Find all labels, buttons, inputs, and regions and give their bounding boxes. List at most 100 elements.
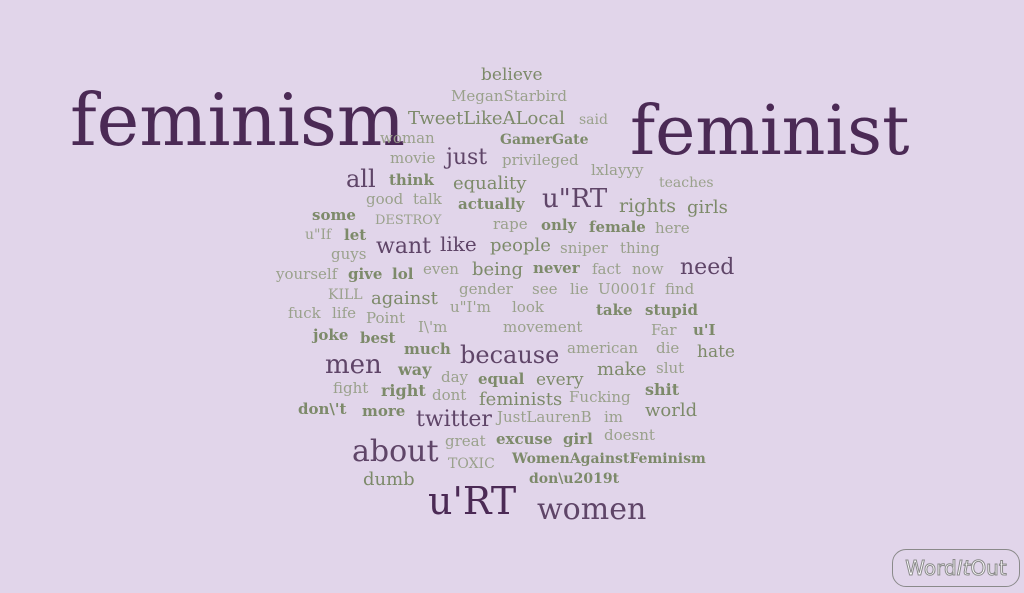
word-toxic: TOXIC xyxy=(448,456,495,472)
word-hate: hate xyxy=(697,342,735,362)
word-all: all xyxy=(346,165,376,193)
word-day: day xyxy=(441,368,469,386)
word-right: right xyxy=(381,381,426,400)
word-im: im xyxy=(604,408,624,426)
word-lol: lol xyxy=(392,265,414,283)
word-want: want xyxy=(376,234,431,259)
word-woman: woman xyxy=(380,129,435,147)
word-being: being xyxy=(472,259,524,280)
word-take: take xyxy=(596,301,633,319)
word-fucking: Fucking xyxy=(569,388,631,406)
word-lxlayyy: lxlayyy xyxy=(591,161,644,179)
word-urt-big: u'RT xyxy=(428,479,517,523)
word-dont: dont xyxy=(432,386,467,404)
word-ui: u'I xyxy=(693,321,716,339)
word-look: look xyxy=(512,298,544,316)
word-about: about xyxy=(352,434,439,469)
word-men: men xyxy=(325,350,382,380)
word-joke: joke xyxy=(313,326,349,344)
word-womenagainstfeminism: WomenAgainstFeminism xyxy=(512,451,706,467)
word-more: more xyxy=(362,402,406,420)
word-destroy: DESTROY xyxy=(375,213,442,228)
word-justlaurenb: JustLaurenB xyxy=(497,408,592,426)
word-kill: KILL xyxy=(328,287,363,303)
word-even: even xyxy=(423,260,459,278)
wordle-logo: Word It Out xyxy=(892,549,1020,587)
word-lie: lie xyxy=(570,280,589,298)
word-movement: movement xyxy=(503,318,583,336)
word-now: now xyxy=(632,260,664,278)
word-shit: shit xyxy=(645,380,680,399)
word-yourself: yourself xyxy=(276,265,338,283)
word-never: never xyxy=(533,259,580,277)
word-great: great xyxy=(445,432,486,450)
word-im-esc: I\'m xyxy=(418,318,448,336)
word-dont-esc: don\'t xyxy=(298,400,347,418)
word-find: find xyxy=(665,280,695,298)
word-believe: believe xyxy=(481,65,543,85)
word-feminists: feminists xyxy=(479,389,563,410)
word-movie: movie xyxy=(390,149,436,167)
word-feminism: feminism xyxy=(70,78,406,162)
word-don2019t: don\u2019t xyxy=(529,471,620,487)
word-point: Point xyxy=(366,309,406,327)
word-much: much xyxy=(404,340,451,358)
word-stupid: stupid xyxy=(645,301,698,319)
word-doesnt: doesnt xyxy=(604,426,655,444)
word-gender: gender xyxy=(459,280,513,298)
logo-word: Word xyxy=(905,556,957,581)
word-best: best xyxy=(360,329,396,347)
word-urt-quote: u"RT xyxy=(542,184,608,214)
word-girl: girl xyxy=(563,430,593,448)
word-world: world xyxy=(645,400,698,421)
word-see: see xyxy=(532,280,558,298)
word-american: american xyxy=(567,339,639,357)
word-meganstarbird: MeganStarbird xyxy=(451,87,568,105)
word-equality: equality xyxy=(453,173,527,194)
word-excuse: excuse xyxy=(496,430,553,448)
word-sniper: sniper xyxy=(560,239,608,257)
word-uif: u"If xyxy=(305,227,332,243)
word-against: against xyxy=(371,288,438,309)
word-female: female xyxy=(589,218,646,236)
word-life: life xyxy=(332,304,357,322)
word-said: said xyxy=(579,112,608,128)
word-make: make xyxy=(597,359,647,380)
word-equal: equal xyxy=(478,370,525,388)
word-uim: u"I'm xyxy=(450,298,491,316)
word-need: need xyxy=(680,255,735,280)
word-dumb: dumb xyxy=(363,469,415,490)
word-talk: talk xyxy=(413,190,442,208)
word-think: think xyxy=(389,171,434,189)
word-women: women xyxy=(537,492,647,527)
word-feminist: feminist xyxy=(630,92,910,171)
word-gamergate: GamerGate xyxy=(500,132,589,148)
word-fight: fight xyxy=(333,379,369,397)
word-way: way xyxy=(398,360,432,379)
word-twitter: twitter xyxy=(416,407,492,432)
word-actually: actually xyxy=(458,195,525,213)
word-like: like xyxy=(440,232,477,256)
word-people: people xyxy=(490,235,551,256)
word-privileged: privileged xyxy=(502,151,579,169)
word-rights: rights xyxy=(619,195,676,217)
word-u0001f: U0001f xyxy=(598,280,655,298)
word-here: here xyxy=(655,219,690,237)
word-every: every xyxy=(536,370,584,390)
word-fact: fact xyxy=(592,260,621,278)
word-some: some xyxy=(312,206,356,224)
word-give: give xyxy=(348,265,383,283)
logo-it: It xyxy=(956,556,971,581)
word-far: Far xyxy=(651,321,677,339)
logo-out: Out xyxy=(970,556,1007,581)
word-rape: rape xyxy=(493,215,528,233)
word-die: die xyxy=(656,339,680,357)
word-tweetlikealocal: TweetLikeALocal xyxy=(408,108,565,129)
word-good: good xyxy=(366,190,404,208)
word-just: just xyxy=(446,145,488,170)
word-thing: thing xyxy=(620,239,660,257)
word-girls: girls xyxy=(687,197,728,218)
word-guys: guys xyxy=(331,245,367,263)
word-only: only xyxy=(541,216,577,234)
